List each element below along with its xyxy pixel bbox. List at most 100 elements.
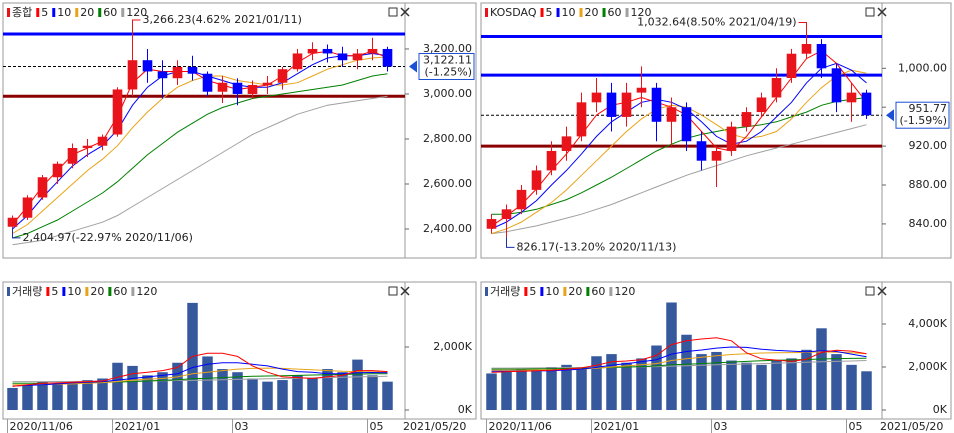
window-maximize[interactable] bbox=[388, 7, 398, 17]
legend-label: 120 bbox=[136, 285, 157, 298]
legend-label: 10 bbox=[57, 6, 71, 19]
legend-marker bbox=[131, 287, 135, 296]
candle-body bbox=[352, 53, 363, 61]
ma-line bbox=[491, 69, 867, 235]
y-tick-label: 4,000K bbox=[908, 317, 947, 330]
legend-marker bbox=[75, 8, 79, 17]
ma-line bbox=[12, 367, 388, 386]
annotation-arrow bbox=[12, 227, 21, 239]
candle-body bbox=[666, 107, 677, 122]
legend-marker bbox=[485, 8, 488, 17]
y-tick-label: 2,600.00 bbox=[423, 177, 472, 190]
x-tick-label: 2020/11/06 bbox=[489, 420, 552, 433]
candle-body bbox=[127, 60, 138, 90]
volume-bar bbox=[217, 369, 228, 410]
last-change: (-1.59%) bbox=[900, 114, 948, 127]
legend-label: 5 bbox=[546, 6, 553, 19]
legend-marker bbox=[540, 287, 544, 296]
volume-bar bbox=[157, 372, 168, 410]
window-maximize[interactable] bbox=[865, 7, 875, 17]
ma-line bbox=[12, 56, 388, 234]
legend-label: 60 bbox=[103, 6, 117, 19]
candle-body bbox=[337, 53, 348, 61]
volume-bar bbox=[681, 334, 692, 410]
legend-label: 10 bbox=[67, 285, 81, 298]
last-price-box bbox=[418, 52, 475, 80]
volume-bar bbox=[307, 378, 318, 410]
legend-marker bbox=[609, 287, 613, 296]
volume-bar bbox=[711, 351, 722, 410]
window-close[interactable] bbox=[877, 286, 887, 296]
volume-bar bbox=[606, 354, 617, 410]
candle-body bbox=[97, 136, 108, 146]
y-tick-label: 0K bbox=[933, 403, 948, 416]
y-tick-label: 2,400.00 bbox=[423, 222, 472, 235]
candle-body bbox=[7, 217, 18, 227]
candle-body bbox=[501, 209, 512, 220]
volume-bar bbox=[202, 356, 213, 410]
annotation: 2,404.97(-22.97% 2020/11/06) bbox=[23, 231, 193, 244]
candle-body bbox=[801, 43, 812, 54]
window-close[interactable] bbox=[400, 286, 410, 296]
annotation-arrow bbox=[132, 19, 141, 35]
volume-bar bbox=[22, 384, 33, 410]
candle-body bbox=[277, 69, 288, 83]
legend-marker bbox=[602, 8, 606, 17]
volume-bar bbox=[382, 381, 393, 410]
volume-bar bbox=[37, 381, 48, 410]
candle-body bbox=[681, 107, 692, 142]
volume-bar bbox=[846, 364, 857, 410]
candle-body bbox=[861, 92, 872, 116]
volume-bar bbox=[621, 362, 632, 410]
volume-bar bbox=[831, 354, 842, 410]
legend-marker bbox=[579, 8, 583, 17]
legend-label: 10 bbox=[545, 285, 559, 298]
x-tick-label: 2021/01 bbox=[594, 420, 640, 433]
volume-bar bbox=[352, 359, 363, 410]
candle-body bbox=[217, 82, 228, 92]
candle-body bbox=[157, 71, 168, 79]
volume-bar bbox=[112, 362, 123, 410]
volume-bar bbox=[816, 328, 827, 410]
legend-label: 120 bbox=[631, 6, 652, 19]
volume-bar bbox=[97, 378, 108, 410]
legend-label: 10 bbox=[562, 6, 576, 19]
x-end-label: 2021/05/20 bbox=[403, 420, 466, 433]
window-close[interactable] bbox=[877, 7, 887, 17]
legend-label: 60 bbox=[608, 6, 622, 19]
volume-bar bbox=[142, 375, 153, 410]
legend-label: 종합 bbox=[12, 6, 32, 19]
candle-body bbox=[546, 150, 557, 171]
volume-bar bbox=[666, 302, 677, 410]
last-price-pointer bbox=[409, 60, 417, 73]
candle-body bbox=[516, 189, 527, 210]
legend-label: 120 bbox=[126, 6, 147, 19]
legend-label: 5 bbox=[51, 285, 58, 298]
volume-bar bbox=[591, 356, 602, 410]
candle-body bbox=[696, 141, 707, 161]
x-tick-label: 05 bbox=[370, 420, 384, 433]
legend-label: 5 bbox=[41, 6, 48, 19]
volume-bar bbox=[771, 360, 782, 410]
window-close[interactable] bbox=[400, 7, 410, 17]
ma-line bbox=[491, 97, 867, 215]
legend-label: 20 bbox=[80, 6, 94, 19]
candle-body bbox=[67, 147, 78, 164]
window-maximize[interactable] bbox=[388, 286, 398, 296]
candle-body bbox=[816, 43, 827, 69]
x-tick-label: 05 bbox=[849, 420, 863, 433]
volume-bar bbox=[7, 387, 18, 410]
volume-bar bbox=[262, 381, 273, 410]
candle-body bbox=[846, 92, 857, 103]
annotation-arrow bbox=[798, 22, 807, 37]
ma-line bbox=[12, 52, 388, 230]
legend-marker bbox=[625, 8, 629, 17]
legend-marker bbox=[36, 8, 40, 17]
window-maximize[interactable] bbox=[865, 286, 875, 296]
candle-body bbox=[367, 48, 378, 54]
candle-body bbox=[307, 48, 318, 54]
volume-bar bbox=[232, 372, 243, 410]
legend-marker bbox=[52, 8, 56, 17]
candle-body bbox=[262, 82, 273, 85]
candle-body bbox=[382, 48, 393, 67]
